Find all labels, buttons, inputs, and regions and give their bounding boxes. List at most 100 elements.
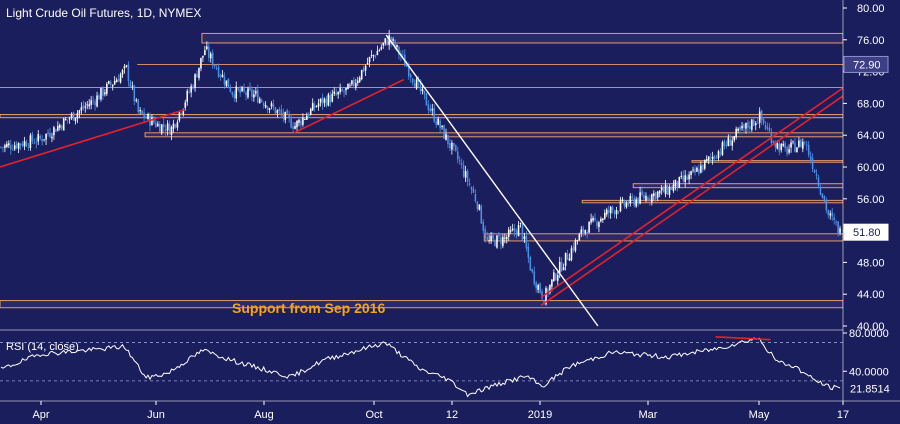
candle-body <box>360 69 363 80</box>
candle <box>194 73 196 92</box>
candle-body <box>378 49 381 51</box>
candle-body <box>443 125 445 139</box>
candle-body <box>39 136 41 139</box>
candle <box>113 76 116 85</box>
candle <box>427 100 430 114</box>
candle <box>696 166 698 172</box>
candle <box>772 140 775 144</box>
candle-body <box>833 217 835 221</box>
candle <box>157 121 159 127</box>
trendlines <box>0 34 873 327</box>
candle-body <box>196 74 198 78</box>
candle-body <box>739 126 741 130</box>
candle <box>380 44 383 51</box>
candle <box>374 54 377 59</box>
candle-body <box>92 100 94 102</box>
candle-body <box>337 91 339 95</box>
candle <box>245 90 247 101</box>
candle <box>560 257 563 273</box>
candle <box>462 160 465 179</box>
candle <box>835 219 837 226</box>
candle-body <box>290 118 292 128</box>
candle-body <box>594 217 596 221</box>
candle-body <box>258 98 261 104</box>
support-annotation: Support from Sep 2016 <box>232 300 385 316</box>
candle-body <box>786 147 788 155</box>
candle <box>170 125 173 141</box>
candle <box>100 87 102 102</box>
candle-body <box>578 234 581 241</box>
candle-body <box>729 139 732 146</box>
candle <box>304 118 306 121</box>
candle-body <box>560 261 563 271</box>
candle <box>198 67 200 81</box>
candle-body <box>268 108 271 110</box>
candle <box>613 209 616 219</box>
candle <box>678 176 681 189</box>
candle-body <box>276 110 279 114</box>
candle-body <box>694 168 696 173</box>
candle-body <box>553 272 555 281</box>
candle-body <box>145 116 147 119</box>
candle <box>313 101 316 112</box>
candle-body <box>719 152 722 154</box>
candle-body <box>576 240 579 241</box>
candle-body <box>570 248 573 260</box>
candle-body <box>33 142 36 144</box>
candle <box>715 154 718 160</box>
candle-body <box>425 93 428 106</box>
candle <box>439 117 441 133</box>
x-tick-label: May <box>749 409 770 421</box>
candle-body <box>231 92 234 95</box>
candle-body <box>192 86 194 89</box>
candle-body <box>211 52 214 66</box>
candle-body <box>451 142 453 150</box>
candle <box>527 242 530 264</box>
candle <box>619 196 622 213</box>
candle-body <box>241 87 243 92</box>
candle-body <box>823 196 826 202</box>
candle <box>815 169 818 180</box>
candle-body <box>108 81 110 84</box>
candle <box>366 57 369 65</box>
candle <box>729 134 732 146</box>
candle-body <box>288 114 290 118</box>
y-tick-label: 48.00 <box>857 257 885 269</box>
candle-body <box>257 90 259 103</box>
candle-body <box>417 79 420 82</box>
candle-body <box>380 47 383 50</box>
candle-body <box>545 288 547 305</box>
candle-body <box>498 234 500 237</box>
candle <box>429 104 432 113</box>
candle <box>9 139 12 155</box>
candle-body <box>253 94 255 98</box>
candle <box>302 113 304 127</box>
candle <box>709 153 712 164</box>
price-tag-box <box>843 223 889 241</box>
candle <box>790 139 792 153</box>
candle-body <box>711 156 714 160</box>
candle-body <box>623 201 626 206</box>
candle <box>41 135 43 146</box>
rsi-tick-label: 40.0000 <box>849 366 889 378</box>
candle <box>607 205 610 219</box>
candle-body <box>188 91 190 93</box>
candle <box>268 107 271 114</box>
candle <box>278 106 281 115</box>
candle-body <box>698 169 700 174</box>
candle-body <box>754 123 757 126</box>
candle <box>35 137 38 149</box>
candle <box>174 123 177 129</box>
candle <box>82 100 85 111</box>
candle <box>635 196 637 208</box>
candle <box>803 140 806 146</box>
candle-body <box>219 74 222 77</box>
candle-body <box>445 133 447 140</box>
candle <box>700 161 702 174</box>
candle-body <box>113 81 116 85</box>
candle-body <box>347 83 349 90</box>
candle <box>168 120 171 135</box>
candle <box>549 284 551 295</box>
candle <box>315 105 318 108</box>
candle-body <box>304 119 306 120</box>
